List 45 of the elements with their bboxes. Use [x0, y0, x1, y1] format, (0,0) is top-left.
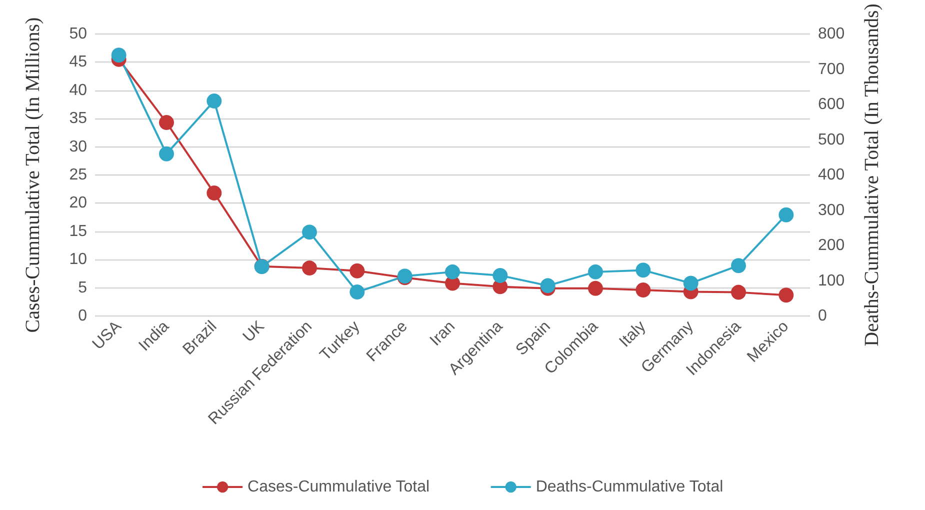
y2-axis-title: Deaths-Cummulative Total (In Thousands) [861, 4, 883, 346]
point [206, 93, 222, 108]
y-tick-label: 45 [69, 54, 88, 71]
y-tick-label: 50 [69, 26, 88, 42]
y-tick-label: 5 [78, 279, 88, 296]
y2-tick-label: 0 [818, 308, 827, 324]
y2-tick-label: 800 [818, 26, 845, 42]
y2-tick-label: 300 [818, 202, 845, 219]
point [731, 258, 746, 274]
y-tick-label: 30 [69, 138, 88, 156]
point [350, 263, 365, 278]
y2-tick-label: 100 [818, 272, 845, 290]
point [350, 284, 365, 300]
y-tick-label: 40 [69, 82, 88, 99]
point [731, 284, 746, 300]
point [636, 282, 651, 298]
y-tick-label: 15 [69, 222, 88, 240]
point [111, 48, 126, 63]
y2-tick-label: 500 [818, 131, 845, 148]
y-tick-label: 10 [69, 251, 88, 268]
y-axis-title: Cases-Cummulative Total (In Millions) [22, 17, 44, 333]
point [636, 262, 651, 278]
legend-label: Cases-Cummulative Total [248, 478, 430, 496]
point [492, 268, 508, 283]
y-tick-label: 20 [69, 194, 88, 212]
point [778, 288, 794, 303]
y-tick-label: 25 [69, 166, 88, 184]
point [683, 276, 698, 291]
point [159, 146, 174, 162]
point [302, 224, 317, 240]
y2-tick-label: 200 [818, 237, 845, 254]
point [302, 260, 317, 276]
y-tick-label: 35 [69, 110, 88, 128]
y2-tick-label: 400 [818, 166, 845, 184]
point [588, 280, 603, 296]
legend-label: Deaths-Cummulative Total [536, 478, 724, 496]
point [159, 115, 174, 130]
y-tick-label: 0 [78, 308, 88, 324]
y2-tick-label: 700 [818, 60, 845, 78]
y2-tick-label: 600 [818, 96, 845, 113]
point [445, 264, 460, 280]
point [588, 264, 603, 280]
point [778, 207, 794, 222]
point [206, 186, 222, 201]
x-tick-label: USA [90, 318, 126, 354]
